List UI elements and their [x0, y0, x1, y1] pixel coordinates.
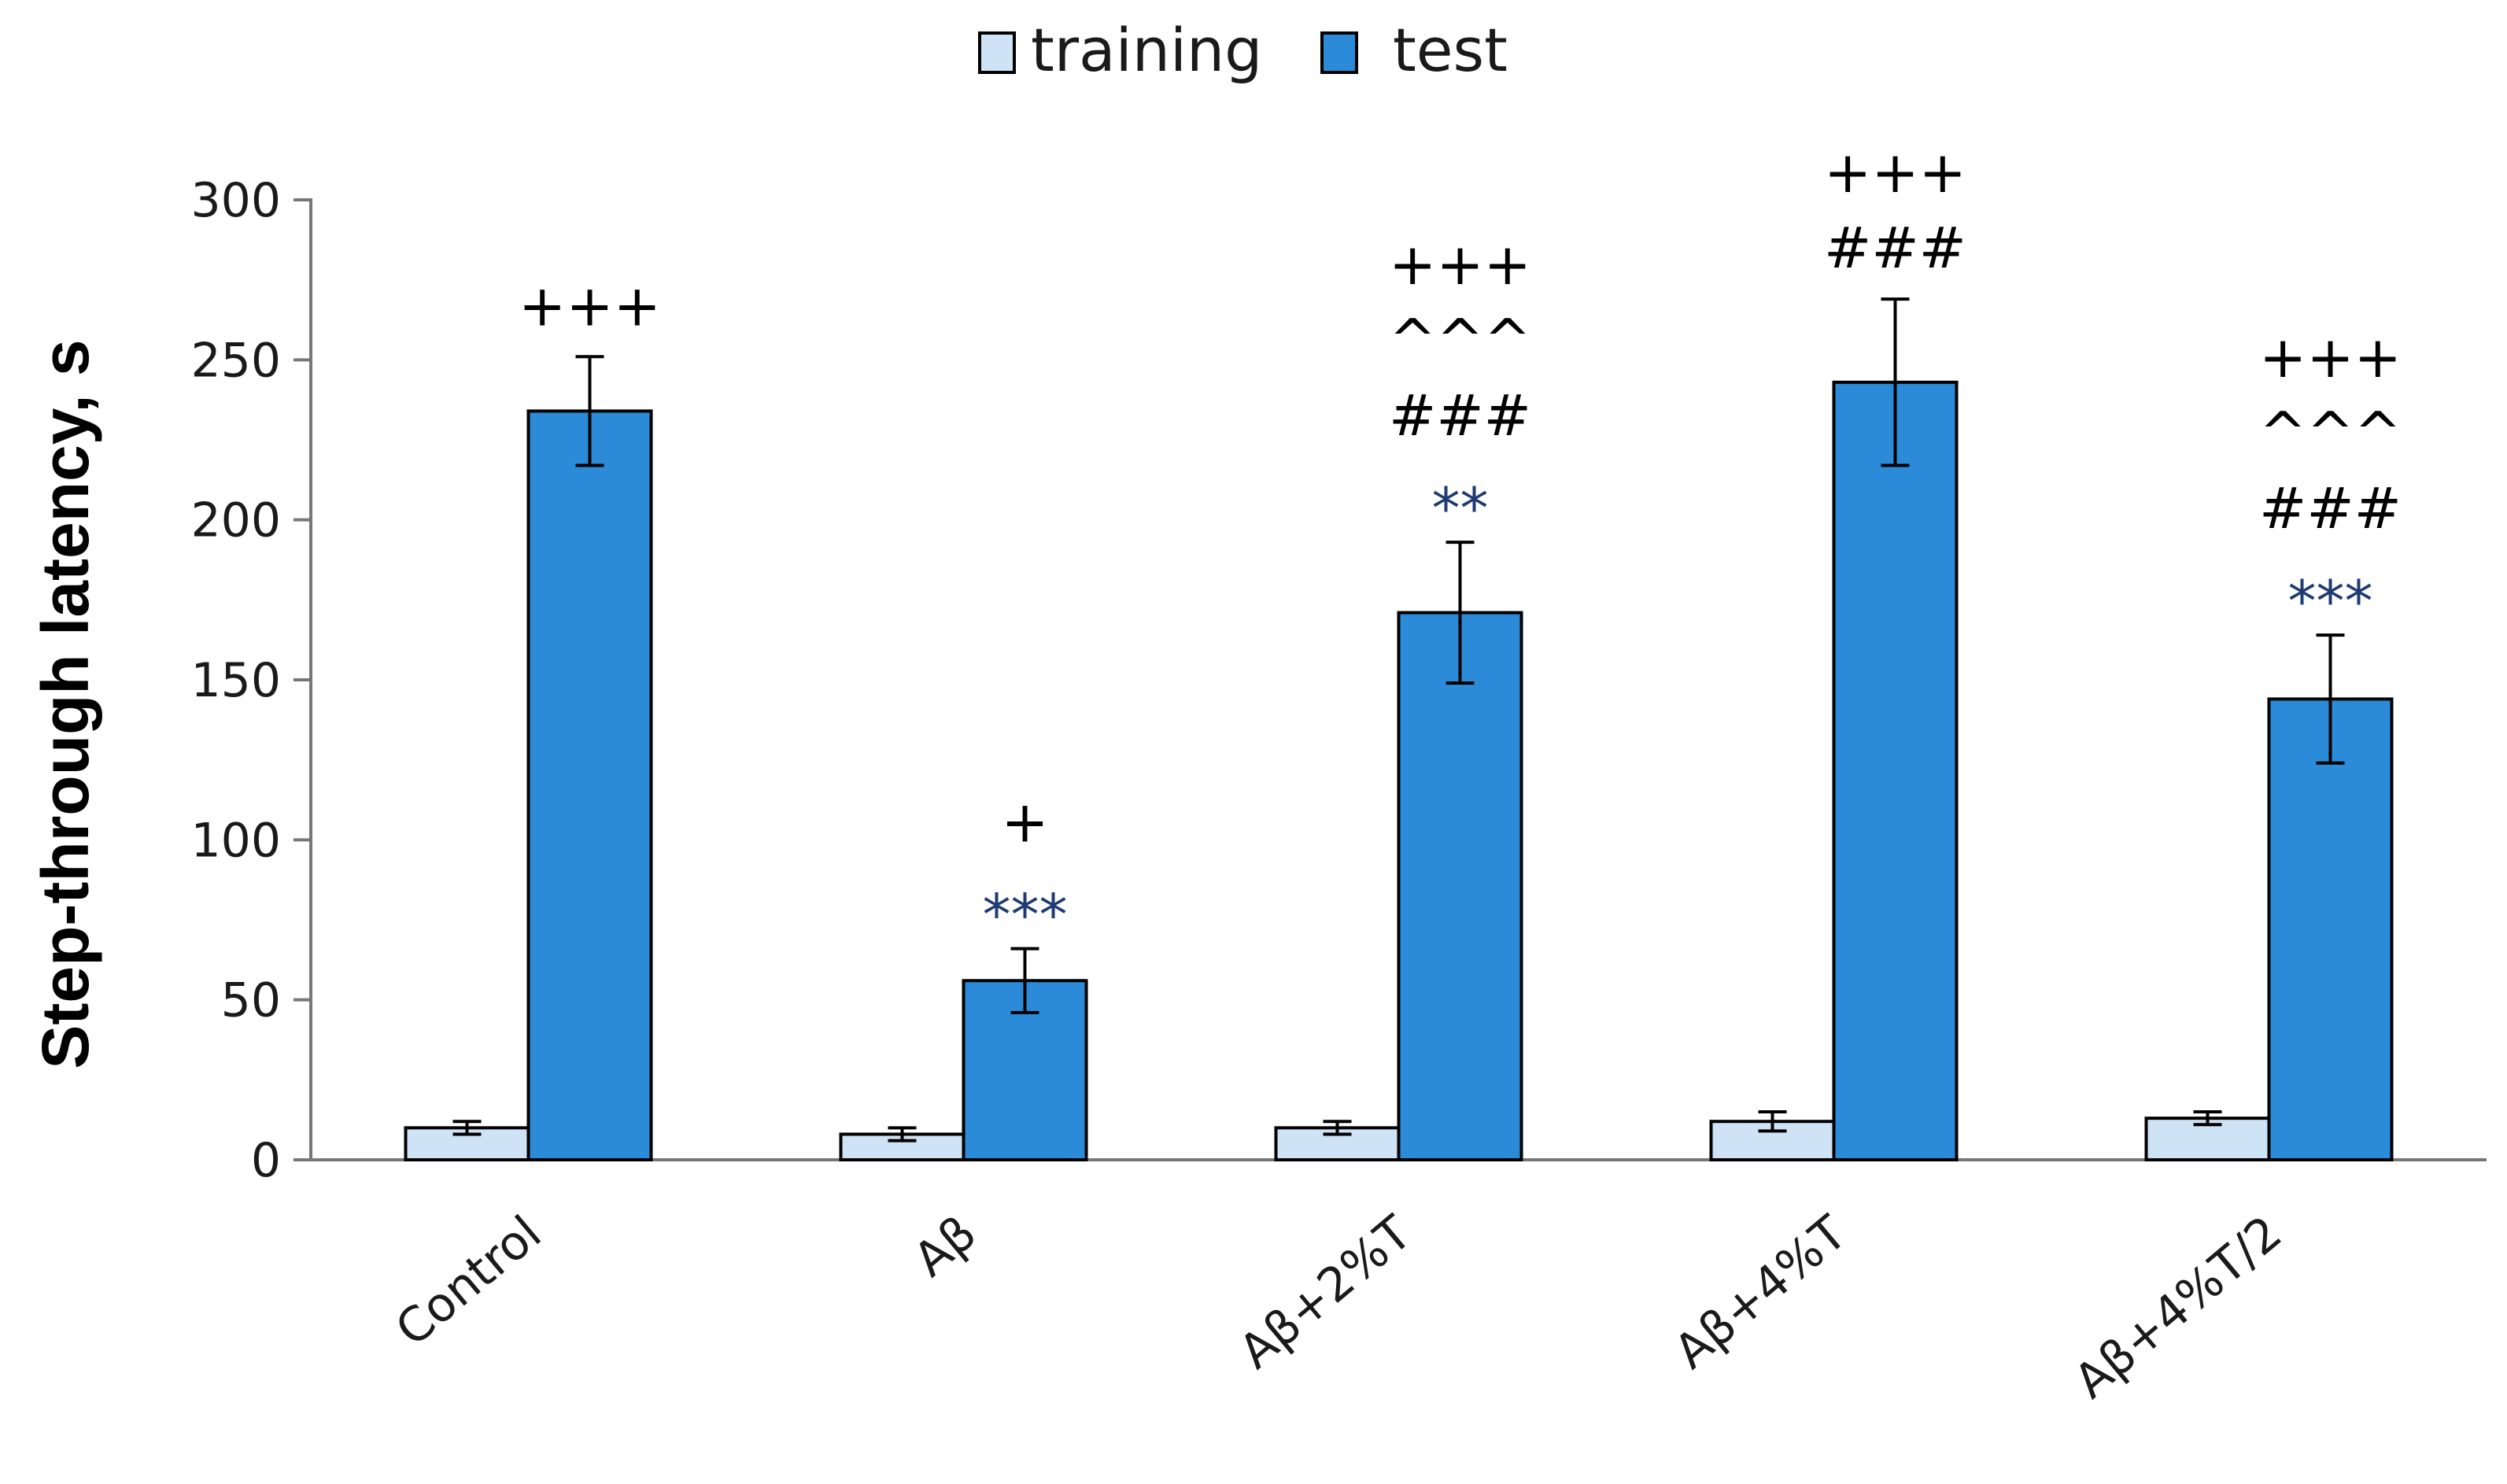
x-category-label: Control [386, 1205, 552, 1357]
x-category-label: Aβ+2%T [1229, 1205, 1423, 1380]
bars [404, 380, 2394, 1162]
annotation-label: +++ [1824, 139, 1966, 205]
annotation-label: +++ [2259, 324, 2402, 390]
x-category-labels: Control Aβ Aβ+2%T Aβ+4%T Aβ+4%T/2 [386, 1205, 2292, 1409]
bar-test-3 [1832, 380, 1959, 1161]
annotation-label: ^^^ [2259, 400, 2402, 466]
x-category-label: Aβ [903, 1205, 987, 1288]
y-tick-label: 50 [221, 973, 281, 1028]
x-category-label: Aβ+4%T [1664, 1205, 1858, 1380]
error-bars [452, 297, 2345, 1143]
significance-annotations: ++++***+++^^^###**+++###+++^^^###*** [519, 139, 2402, 948]
annotation-label: +++ [1389, 231, 1531, 297]
annotation-label: ^^^ [1389, 307, 1531, 373]
annotation-label: *** [983, 882, 1068, 948]
y-tick-label: 100 [190, 813, 281, 868]
bar-test-2 [1397, 611, 1523, 1161]
annotation-label: ** [1432, 475, 1489, 541]
legend-swatch-training [978, 31, 1016, 74]
x-category-label: Aβ+4%T/2 [2064, 1205, 2292, 1409]
y-axis-label: Step-through latency, s [28, 339, 102, 1069]
annotation-label: ### [1389, 382, 1531, 449]
bar-test-0 [526, 409, 653, 1161]
y-ticks: 0 50 100 150 200 250 300 [190, 173, 311, 1188]
annotation-label: ### [2259, 475, 2402, 541]
y-tick-label: 150 [190, 653, 281, 708]
annotation-label: ### [1824, 215, 1966, 281]
legend-label-training: training [1031, 15, 1262, 85]
bar-training-4 [2144, 1117, 2271, 1161]
y-tick-label: 300 [190, 173, 281, 228]
legend: training test [978, 15, 1508, 85]
legend-swatch-test [1320, 31, 1358, 74]
y-tick-label: 200 [190, 493, 281, 548]
y-tick-label: 0 [251, 1133, 281, 1188]
annotation-label: +++ [519, 272, 661, 338]
legend-label-test: test [1393, 15, 1508, 85]
y-tick-label: 250 [190, 333, 281, 388]
annotation-label: + [1001, 789, 1048, 855]
bar-test-4 [2267, 697, 2394, 1161]
annotation-label: *** [2288, 568, 2373, 634]
